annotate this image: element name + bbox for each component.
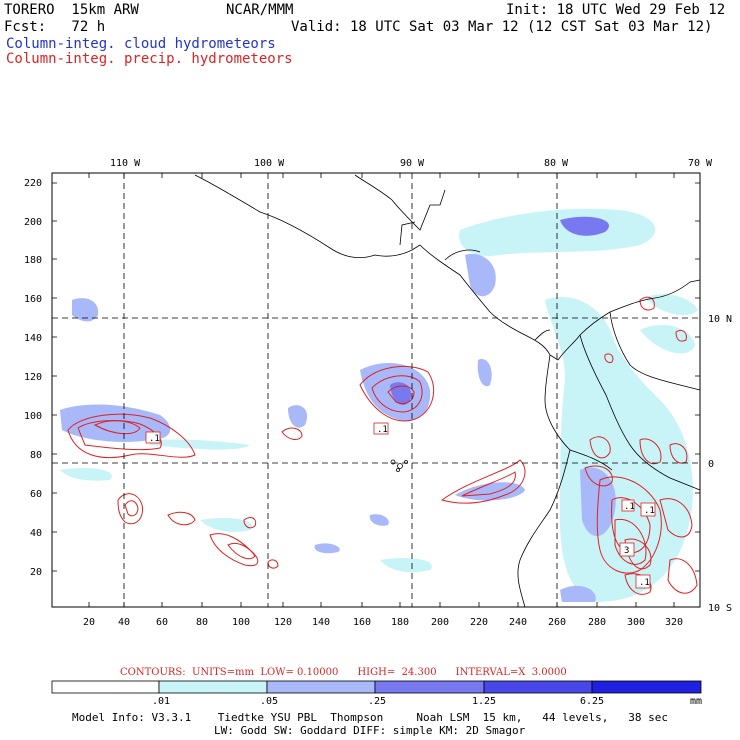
model-info-line2: LW: Godd SW: Goddard DIFF: simple KM: 2D…: [214, 724, 526, 737]
x-label: 200: [431, 617, 449, 628]
x-label: 60: [156, 617, 168, 628]
contour-label: 3: [624, 546, 629, 556]
legend-swatch: [51, 680, 160, 694]
contour-value-labels: .1 .1 .1 .1 3 .1: [145, 422, 656, 589]
legend-value: 6.25: [580, 696, 605, 707]
x-label: 140: [312, 617, 330, 628]
y-label: 180: [24, 255, 42, 266]
cloud-shading: [60, 208, 698, 602]
forecast-hour: Fcst: 72 h: [4, 19, 106, 35]
legend-swatch: [266, 680, 376, 694]
y-label: 120: [24, 372, 42, 383]
y-label: 20: [30, 567, 42, 578]
x-label: 40: [118, 617, 130, 628]
axis-ticks: [52, 173, 700, 607]
x-label: 260: [548, 617, 566, 628]
x-label: 320: [665, 617, 683, 628]
x-label: 240: [509, 617, 527, 628]
legend-swatch: [483, 680, 593, 694]
lat-label-10n: 10 N: [708, 314, 732, 325]
lon-label-100w: 100 W: [254, 158, 285, 169]
y-label: 100: [24, 411, 42, 422]
legend-value: .05: [260, 696, 279, 707]
galapagos-islands: [390, 459, 408, 472]
x-label: 180: [391, 617, 409, 628]
y-label: 220: [24, 178, 42, 189]
x-label: 80: [196, 617, 208, 628]
graticule: [52, 173, 700, 607]
contour-label: .1: [149, 434, 160, 444]
legend-value: 1.25: [472, 696, 497, 707]
x-label: 120: [274, 617, 292, 628]
model-title: TORERO 15km ARW: [4, 2, 139, 18]
coastlines: [194, 174, 701, 608]
contour-info: CONTOURS: UNITS=mm LOW= 0.10000 HIGH= 24…: [120, 667, 567, 678]
x-label: 20: [83, 617, 95, 628]
x-label: 100: [232, 617, 250, 628]
lon-label-90w: 90 W: [400, 158, 425, 169]
y-label: 60: [30, 489, 42, 500]
valid-time: Valid: 18 UTC Sat 03 Mar 12 (12 CST Sat …: [291, 19, 713, 35]
init-time: Init: 18 UTC Wed 29 Feb 12: [506, 2, 726, 18]
field-cloud-label: Column-integ. cloud hydrometeors: [6, 36, 276, 52]
lon-label-70w: 70 W: [688, 158, 713, 169]
color-legend: [51, 680, 702, 694]
contour-label: .1: [644, 506, 655, 516]
legend-swatch: [591, 680, 702, 694]
lat-label-10s: 10 S: [708, 603, 732, 614]
x-label: 300: [627, 617, 645, 628]
contour-label: .1: [624, 502, 635, 512]
contour-label: .1: [377, 425, 388, 435]
y-label: 160: [24, 294, 42, 305]
field-precip-label: Column-integ. precip. hydrometeors: [6, 51, 293, 67]
y-label: 140: [24, 333, 42, 344]
contour-label: .1: [639, 578, 650, 588]
y-label: 80: [30, 450, 42, 461]
lat-label-0: 0: [708, 459, 714, 470]
bottom-grid-labels: 20 40 60 80 100 120 140 160 180 200 220 …: [83, 617, 683, 628]
y-label: 200: [24, 217, 42, 228]
legend-swatch: [158, 680, 268, 694]
legend-value: .01: [152, 696, 171, 707]
model-info-line1: Model Info: V3.3.1 Tiedtke YSU PBL Thomp…: [72, 711, 669, 724]
y-label: 40: [30, 528, 42, 539]
legend-swatch: [374, 680, 485, 694]
org-label: NCAR/MMM: [226, 2, 294, 18]
x-label: 280: [588, 617, 606, 628]
lon-label-110w: 110 W: [110, 158, 141, 169]
x-label: 160: [353, 617, 371, 628]
lon-label-80w: 80 W: [544, 158, 569, 169]
x-label: 220: [470, 617, 488, 628]
legend-value: .25: [368, 696, 387, 707]
left-grid-labels: 220 200 180 160 140 120 100 80 60 40 20: [24, 178, 42, 578]
legend-units: mm: [690, 696, 703, 707]
